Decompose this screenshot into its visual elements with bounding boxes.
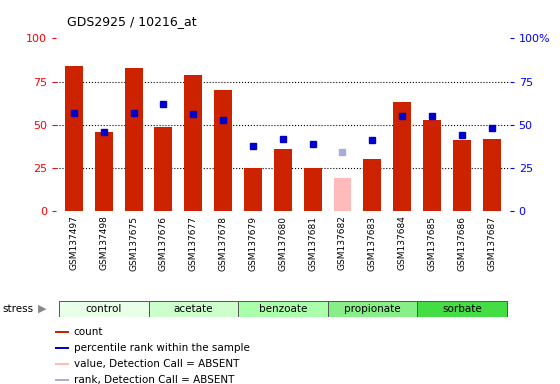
Bar	[95, 132, 113, 211]
Bar	[417, 301, 507, 317]
Bar	[453, 140, 471, 211]
Text: rank, Detection Call = ABSENT: rank, Detection Call = ABSENT	[73, 374, 234, 384]
Text: benzoate: benzoate	[259, 304, 307, 314]
Text: GSM137678: GSM137678	[218, 216, 227, 271]
Bar	[55, 347, 69, 349]
Text: GSM137676: GSM137676	[159, 216, 168, 271]
Text: GSM137683: GSM137683	[368, 216, 377, 271]
Text: GSM137686: GSM137686	[458, 216, 466, 271]
Text: GSM137687: GSM137687	[487, 216, 496, 271]
Text: GSM137675: GSM137675	[129, 216, 138, 271]
Bar	[55, 331, 69, 333]
Bar	[125, 68, 143, 211]
Bar	[393, 102, 411, 211]
Bar	[274, 149, 292, 211]
Text: GSM137497: GSM137497	[69, 216, 78, 270]
Text: GSM137685: GSM137685	[427, 216, 436, 271]
Text: GSM137498: GSM137498	[99, 216, 108, 270]
Bar	[328, 301, 417, 317]
Text: propionate: propionate	[344, 304, 400, 314]
Bar	[304, 168, 321, 211]
Text: acetate: acetate	[174, 304, 213, 314]
Text: GSM137677: GSM137677	[189, 216, 198, 271]
Text: value, Detection Call = ABSENT: value, Detection Call = ABSENT	[73, 359, 239, 369]
Bar	[148, 301, 238, 317]
Text: control: control	[86, 304, 122, 314]
Text: GDS2925 / 10216_at: GDS2925 / 10216_at	[67, 15, 197, 28]
Text: GSM137682: GSM137682	[338, 216, 347, 270]
Text: GSM137679: GSM137679	[249, 216, 258, 271]
Bar	[59, 301, 148, 317]
Text: GSM137684: GSM137684	[398, 216, 407, 270]
Text: ▶: ▶	[38, 304, 46, 314]
Bar	[65, 66, 83, 211]
Bar	[238, 301, 328, 317]
Bar	[334, 178, 352, 211]
Bar	[214, 90, 232, 211]
Text: count: count	[73, 327, 103, 337]
Text: sorbate: sorbate	[442, 304, 482, 314]
Bar	[184, 74, 202, 211]
Bar	[155, 126, 172, 211]
Text: stress: stress	[3, 304, 34, 314]
Text: percentile rank within the sample: percentile rank within the sample	[73, 343, 249, 353]
Text: GSM137680: GSM137680	[278, 216, 287, 271]
Bar	[55, 379, 69, 381]
Bar	[55, 363, 69, 365]
Bar	[363, 159, 381, 211]
Bar	[423, 120, 441, 211]
Bar	[244, 168, 262, 211]
Text: GSM137681: GSM137681	[308, 216, 317, 271]
Bar	[483, 139, 501, 211]
